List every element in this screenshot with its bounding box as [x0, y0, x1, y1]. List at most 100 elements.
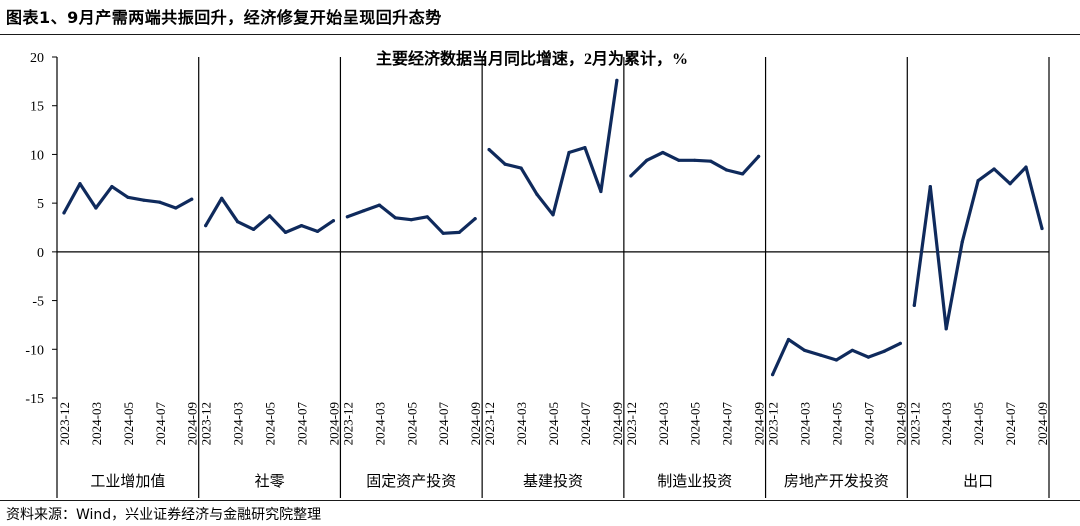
x-tick-label: 2024-07 [1003, 402, 1018, 446]
y-tick-label: -15 [25, 392, 44, 407]
data-point [645, 158, 649, 162]
x-tick-label: 2024-07 [861, 402, 876, 446]
top-rule [0, 34, 1080, 35]
x-tick-label: 2024-03 [514, 402, 529, 445]
data-point [236, 220, 240, 224]
x-tick-label: 2024-05 [404, 402, 419, 445]
y-tick-label: 5 [37, 197, 44, 212]
panel-1: 2023-12 2024-03 2024-05 2024-07 2024-09 社零 [199, 57, 341, 498]
panels: 2023-12 2024-03 2024-05 2024-07 2024-09 工业增加值… [57, 57, 1050, 498]
x-tick-label: 2024-09 [326, 402, 341, 445]
data-point [535, 192, 539, 196]
data-point [771, 373, 775, 377]
panel-3: 2023-12 2024-03 2024-05 2024-07 2024-09 基建投资 [482, 57, 625, 498]
series-line [912, 165, 1044, 331]
data-point [693, 158, 697, 162]
x-tick-label: 2024-05 [688, 402, 703, 445]
bottom-rule [0, 500, 1080, 501]
x-tick-label: 2023-12 [766, 402, 781, 445]
x-tick-label: 2024-09 [752, 402, 767, 445]
data-point [94, 206, 98, 210]
x-tick-label: 2023-12 [624, 402, 639, 445]
data-point [331, 219, 335, 223]
panel-5: 2023-12 2024-03 2024-05 2024-07 2024-09 房地产开发… [766, 57, 908, 498]
data-point [487, 148, 491, 152]
x-tick-label: 2024-03 [231, 402, 246, 445]
data-point [629, 174, 633, 178]
panel-2: 2023-12 2024-03 2024-05 2024-07 2024-09 固定资产投… [340, 57, 483, 498]
series-line [487, 78, 619, 217]
x-tick-label: 2024-03 [372, 402, 387, 445]
data-point [976, 179, 980, 183]
x-tick-label: 2023-12 [907, 402, 922, 445]
data-point [551, 213, 555, 217]
x-tick-label: 2023-12 [199, 402, 214, 445]
x-tick-label: 2024-05 [121, 402, 136, 445]
data-point [174, 206, 178, 210]
data-point [866, 355, 871, 359]
data-point [503, 162, 507, 166]
data-point [361, 209, 365, 213]
data-point [345, 215, 349, 219]
data-point [583, 146, 587, 150]
category-label: 社零 [255, 473, 285, 490]
y-tick-label: 0 [37, 246, 44, 261]
data-point [299, 224, 304, 228]
y-tick-label: -10 [25, 343, 44, 358]
data-point [473, 217, 477, 221]
x-tick-label: 2024-05 [971, 402, 986, 445]
data-point [220, 196, 224, 200]
x-tick-label: 2024-09 [1035, 402, 1050, 445]
x-tick-label: 2024-05 [829, 402, 844, 445]
data-point [992, 167, 996, 171]
data-point [425, 215, 429, 219]
panel-6: 2023-12 2024-03 2024-05 2024-07 2024-09 出口 [907, 57, 1050, 498]
x-tick-label: 2024-03 [89, 402, 104, 445]
series-line [629, 150, 761, 178]
x-tick-label: 2024-05 [546, 402, 561, 445]
x-tick-label: 2024-07 [578, 402, 593, 446]
data-point [315, 229, 320, 233]
data-point [1008, 182, 1012, 186]
series-line [771, 337, 902, 377]
data-point [786, 337, 791, 342]
x-tick-label: 2024-07 [153, 402, 168, 446]
panel-0: 2023-12 2024-03 2024-05 2024-07 2024-09 工业增加值 [57, 57, 200, 498]
chart-title: 主要经济数据当月同比增速，2月为累计，% [376, 49, 688, 68]
data-point [441, 231, 445, 235]
x-tick-label: 2024-03 [656, 402, 671, 445]
x-tick-label: 2024-03 [939, 402, 954, 445]
data-point [268, 214, 272, 218]
chart: 主要经济数据当月同比增速，2月为累计，% -15 -10 -5 0 5 10 15 20 20… [25, 49, 1050, 498]
data-point [393, 216, 397, 220]
data-point [457, 230, 461, 234]
panel-4: 2023-12 2024-03 2024-05 2024-07 2024-09 制造业投资 [624, 57, 767, 498]
data-point [912, 303, 916, 307]
data-point [126, 195, 130, 199]
data-point [599, 189, 603, 194]
data-point [142, 198, 146, 202]
data-point [741, 172, 745, 176]
data-point [283, 230, 288, 234]
y-tick-label: 10 [30, 148, 44, 163]
x-tick-label: 2024-09 [610, 402, 625, 445]
data-point [898, 341, 902, 345]
data-point [190, 197, 194, 201]
data-point [850, 348, 855, 352]
data-point [519, 166, 523, 170]
x-tick-label: 2024-07 [295, 402, 310, 446]
data-point [944, 327, 948, 331]
data-point [158, 200, 162, 204]
x-tick-label: 2024-09 [468, 402, 483, 445]
x-tick-label: 2024-09 [185, 402, 200, 445]
data-point [377, 203, 381, 207]
category-label: 出口 [963, 473, 993, 490]
x-tick-label: 2024-09 [893, 402, 908, 445]
data-point [834, 358, 839, 362]
category-label: 基建投资 [523, 473, 583, 490]
source-note: 资料来源：Wind，兴业证券经济与金融研究院整理 [6, 507, 322, 523]
x-tick-label: 2024-05 [263, 402, 278, 445]
data-point [1024, 165, 1028, 169]
data-point [62, 211, 66, 215]
figure-title: 图表1、9月产需两端共振回升，经济修复开始呈现回升态势 [6, 8, 442, 27]
